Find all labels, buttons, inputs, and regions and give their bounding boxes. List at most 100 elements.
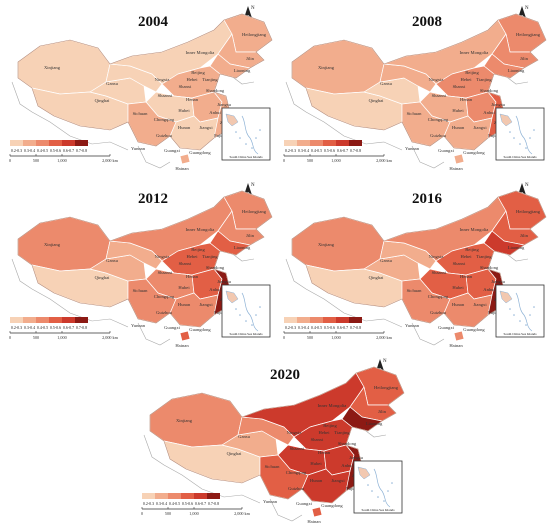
inset-island	[239, 137, 241, 139]
province-label: Anhui	[209, 287, 221, 292]
province-label: Guangdong	[189, 150, 211, 155]
province-label: Yunnan	[131, 146, 146, 151]
country-outline	[149, 366, 405, 504]
province-label: Guangdong	[321, 503, 343, 508]
province-label: Jilin	[246, 233, 255, 238]
inset-island	[371, 490, 373, 492]
province-label: Inner Mongolia	[186, 227, 215, 232]
province-label: Gansu	[380, 258, 392, 263]
neighbor-border	[411, 322, 445, 346]
legend-label: 0.3-0.4	[24, 325, 35, 330]
neighbor-border	[285, 81, 403, 151]
inset-label: South China Sea Islands	[229, 155, 263, 159]
province-label: Yunnan	[131, 323, 146, 328]
province-label: Beijing	[323, 423, 337, 428]
province-label: Shandong	[480, 265, 499, 270]
inset-map: South China Sea Islands	[221, 107, 271, 161]
province-label: Yunnan	[405, 323, 420, 328]
province-label: Hebei	[461, 254, 473, 259]
inset-island	[391, 482, 393, 484]
legend-label: 0.7-0.8	[350, 325, 361, 330]
province-label: Hebei	[187, 254, 199, 259]
region-xinjiang	[291, 39, 385, 95]
legend-label: 0.3-0.4	[24, 148, 35, 153]
province-label: Yunnan	[405, 146, 420, 151]
inset-island	[513, 137, 515, 139]
neighbor-border	[143, 434, 261, 504]
north-arrow-icon: N	[244, 6, 255, 18]
inset-dashed-line	[241, 115, 259, 155]
province-label: Heilongjiang	[516, 209, 541, 214]
province-label: Guangxi	[164, 325, 181, 330]
legend-label: 0.2-0.3	[285, 325, 296, 330]
scale-bar: 0 500 1,000 2,000 km	[141, 507, 251, 517]
province-label: Chongqing	[428, 117, 449, 122]
region-hainan	[453, 153, 465, 165]
neighbor-border	[411, 145, 445, 169]
inset-coast	[225, 290, 239, 304]
province-label: Henan	[460, 274, 473, 279]
legend-label: 0.6-0.7	[195, 501, 206, 506]
legend-swatch	[62, 140, 75, 146]
province-label: Beijing	[191, 70, 205, 75]
province-label: Henan	[186, 97, 199, 102]
scale-bar: 0 500 1,000 2,000 km	[283, 154, 393, 164]
scale-tick-label: 1,000	[331, 158, 340, 164]
province-label: Hebei	[319, 430, 331, 435]
legend-label: 0.4-0.5	[311, 325, 322, 330]
province-label: Hunan	[452, 302, 465, 307]
legend-label: 0.2-0.3	[285, 148, 296, 153]
province-label: Jiangsu	[491, 279, 505, 284]
province-label: Shaanxi	[158, 270, 174, 275]
legend-swatch	[349, 317, 362, 323]
province-label: Chongqing	[154, 117, 175, 122]
inset-island	[509, 308, 511, 310]
scale-tick-label: 0	[283, 335, 285, 340]
province-label: Hunan	[452, 125, 465, 130]
province-label: Jiangxi	[473, 302, 487, 307]
country-outline	[17, 13, 273, 151]
scale-tick-label: 2,000 km	[102, 158, 119, 164]
province-label: Xinjiang	[318, 242, 335, 247]
legend: 0.2-0.3 0.3-0.4 0.4-0.5 0.5-0.6 0.6-0.7 0.7-0…	[10, 317, 88, 330]
region-hainan	[179, 153, 191, 165]
province-label: Qinghai	[369, 275, 385, 280]
region-xinjiang	[17, 216, 111, 272]
province-label: Hunan	[310, 478, 323, 483]
province-label: Shandong	[338, 441, 357, 446]
province-label: Jilin	[520, 56, 529, 61]
panel-year-title: 2004	[138, 14, 169, 30]
legend-swatch	[36, 317, 49, 323]
inset-map: South China Sea Islands	[353, 460, 403, 514]
scale-bar: 0 500 1,000 2,000 km	[9, 154, 119, 164]
legend-swatch	[310, 140, 323, 146]
province-label: Inner Mongolia	[460, 227, 489, 232]
province-label: Xinjiang	[176, 418, 193, 423]
inset-island	[529, 314, 531, 316]
north-label: N	[525, 6, 529, 11]
province-label: Jiangxi	[473, 125, 487, 130]
province-label: Hebei	[461, 77, 473, 82]
province-label: Anhui	[209, 110, 221, 115]
province-label: Jiangxi	[331, 478, 345, 483]
province-label: Qinghai	[227, 451, 243, 456]
province-label: Hubei	[178, 285, 190, 290]
province-label: Fujian	[214, 310, 226, 315]
province-label: Jiangxi	[199, 125, 213, 130]
legend-swatch	[194, 493, 207, 499]
inset-island	[377, 496, 379, 498]
province-label: Jiangsu	[217, 279, 231, 284]
country-outline	[291, 13, 547, 151]
province-label: Heilongjiang	[516, 32, 541, 37]
map-panel-2020: 2020 N Xinjiang Gansu Qinghai Inner Mongolia H…	[141, 359, 405, 524]
province-label: Guizhou	[156, 133, 173, 138]
north-arrow-icon: N	[244, 183, 255, 195]
scale-tick-label: 0	[141, 511, 143, 516]
province-label: Gansu	[106, 258, 118, 263]
legend-swatch	[49, 140, 62, 146]
province-label: Qinghai	[95, 98, 111, 103]
province-label: Hainan	[307, 519, 321, 524]
province-label: Ningxia	[429, 77, 444, 82]
inset-island	[533, 129, 535, 131]
